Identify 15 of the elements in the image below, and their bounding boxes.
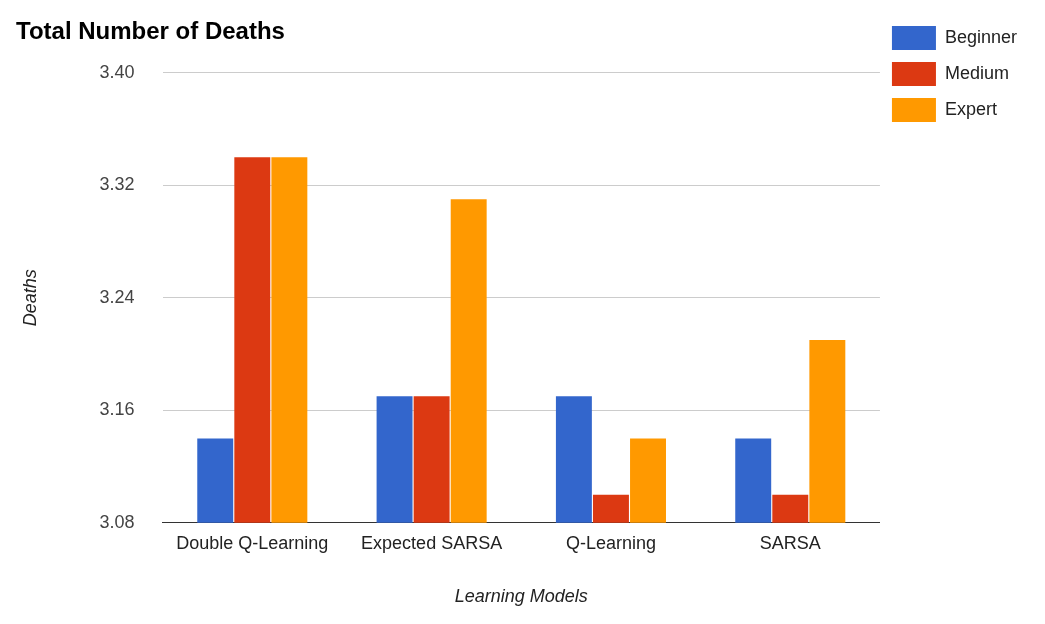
x-tick-label: SARSA	[759, 532, 821, 553]
y-tick-label: 3.08	[99, 511, 135, 532]
chart-title: Total Number of Deaths	[16, 17, 285, 45]
x-tick-label: Expected SARSA	[361, 532, 503, 553]
y-tick-label: 3.32	[99, 174, 135, 195]
y-tick-label: 3.40	[99, 61, 135, 82]
y-tick-label: 3.16	[99, 399, 135, 420]
y-tick-label: 3.24	[99, 286, 135, 307]
x-tick-label: Double Q-Learning	[176, 532, 329, 553]
legend-label: Expert	[944, 98, 997, 119]
legend-label: Medium	[944, 62, 1009, 83]
x-axis-title: Learning Models	[454, 586, 588, 607]
x-tick-label: Q-Learning	[565, 532, 656, 553]
legend-label: Beginner	[944, 26, 1018, 47]
y-axis-title: Deaths	[19, 269, 40, 327]
